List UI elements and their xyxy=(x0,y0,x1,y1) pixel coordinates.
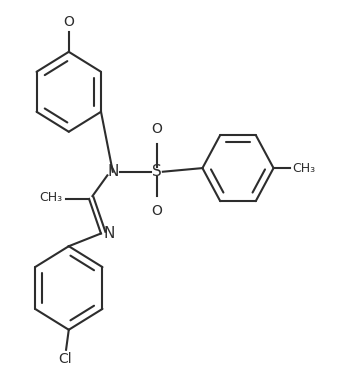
Text: N: N xyxy=(104,226,115,241)
Text: O: O xyxy=(63,15,74,29)
Text: N: N xyxy=(107,164,118,179)
Text: CH₃: CH₃ xyxy=(292,161,315,174)
Text: Cl: Cl xyxy=(58,352,72,366)
Text: CH₃: CH₃ xyxy=(39,191,62,203)
Text: O: O xyxy=(151,204,162,218)
Text: O: O xyxy=(151,122,162,136)
Text: S: S xyxy=(152,164,162,179)
